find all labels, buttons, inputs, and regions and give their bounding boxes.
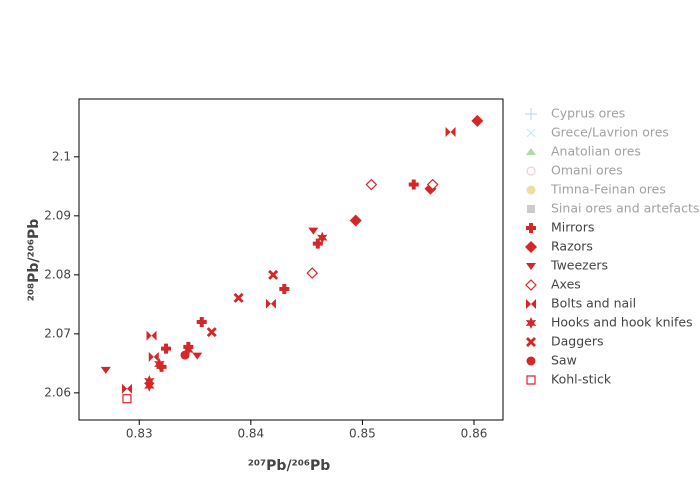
x-tick-label: 0.85 xyxy=(349,427,376,441)
data-point xyxy=(161,343,172,354)
x-axis-title: ²⁰⁷Pb/²⁰⁶Pb xyxy=(248,458,330,474)
data-point xyxy=(206,327,217,338)
data-point xyxy=(268,269,279,280)
legend-symbol[interactable] xyxy=(526,185,536,195)
x-tick-label: 0.83 xyxy=(126,427,153,441)
legend-symbol[interactable] xyxy=(526,356,536,366)
legend-label[interactable]: Axes xyxy=(551,277,581,292)
data-point xyxy=(196,317,207,328)
data-point xyxy=(317,231,328,244)
legend-label[interactable]: Sinai ores and artefacts xyxy=(551,201,699,216)
legend-symbol[interactable] xyxy=(526,166,536,176)
y-axis-title: ²⁰⁸Pb/²⁰⁶Pb xyxy=(26,219,42,301)
data-point xyxy=(308,227,319,235)
legend-symbol[interactable] xyxy=(525,108,537,120)
x-tick-label: 0.86 xyxy=(461,427,488,441)
data-point xyxy=(156,361,167,372)
y-tick-label: 2.09 xyxy=(44,208,71,222)
data-point xyxy=(445,127,456,138)
legend-label[interactable]: Razors xyxy=(551,239,593,254)
data-point xyxy=(122,394,132,404)
data-point xyxy=(233,292,244,303)
data-point xyxy=(408,179,419,190)
data-point xyxy=(121,383,132,394)
data-point xyxy=(426,178,439,191)
legend-label[interactable]: Saw xyxy=(551,353,577,368)
data-point xyxy=(154,357,165,370)
data-point xyxy=(312,238,323,249)
data-point xyxy=(306,267,319,279)
data-point xyxy=(144,379,155,392)
data-point xyxy=(365,178,378,191)
y-tick-label: 2.1 xyxy=(52,149,71,163)
x-tick-label: 0.84 xyxy=(237,427,264,441)
data-point xyxy=(279,284,290,295)
data-point xyxy=(180,350,190,360)
legend-label[interactable]: Timna-Feinan ores xyxy=(550,182,666,197)
y-tick-label: 2.07 xyxy=(44,326,71,340)
legend-label[interactable]: Mirrors xyxy=(551,220,594,235)
data-point xyxy=(183,343,194,356)
legend-symbol[interactable] xyxy=(526,223,536,233)
legend-symbol[interactable] xyxy=(526,337,536,347)
data-point xyxy=(146,330,157,341)
legend-label[interactable]: Omani ores xyxy=(551,163,623,178)
data-point xyxy=(265,298,276,309)
legend-symbol[interactable] xyxy=(526,148,536,155)
y-tick-label: 2.08 xyxy=(44,267,71,281)
legend-label[interactable]: Bolts and nail xyxy=(551,296,636,311)
legend-label[interactable]: Hooks and hook knifes xyxy=(551,315,693,330)
y-tick-label: 2.06 xyxy=(44,385,71,399)
data-point xyxy=(471,114,484,127)
legend-label[interactable]: Tweezers xyxy=(550,258,608,273)
legend-symbol[interactable] xyxy=(526,375,536,385)
plot-frame xyxy=(78,98,504,421)
data-point xyxy=(100,366,111,374)
legend-label[interactable]: Daggers xyxy=(551,334,604,349)
legend-symbol[interactable] xyxy=(526,128,536,138)
legend-symbol[interactable] xyxy=(525,317,537,329)
legend-symbol[interactable] xyxy=(526,263,536,270)
legend-label[interactable]: Kohl-stick xyxy=(551,372,612,387)
legend-label[interactable]: Anatolian ores xyxy=(551,144,641,159)
legend-label[interactable]: Grece/Lavrion ores xyxy=(551,125,669,140)
data-point xyxy=(148,351,159,362)
legend-symbol[interactable] xyxy=(525,279,537,291)
data-point xyxy=(192,352,203,360)
legend-symbol[interactable] xyxy=(525,241,537,253)
data-point xyxy=(349,214,362,227)
legend-symbol[interactable] xyxy=(527,205,535,213)
legend-label[interactable]: Cyprus ores xyxy=(551,106,625,121)
legend-symbol[interactable] xyxy=(526,299,536,309)
